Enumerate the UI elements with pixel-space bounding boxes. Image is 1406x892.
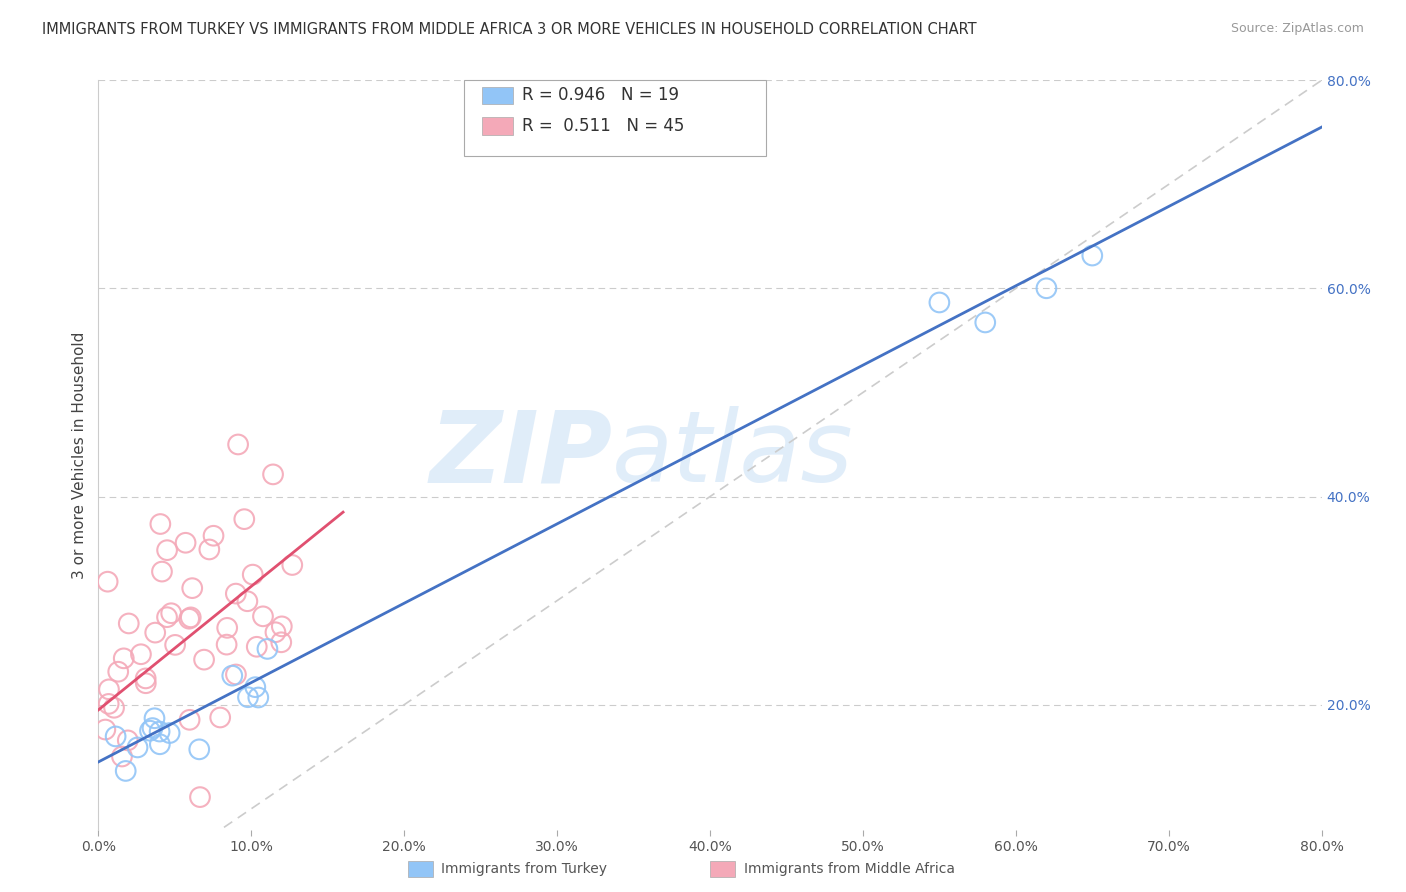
Point [139, 723, 162, 738]
Text: atlas: atlas [612, 407, 853, 503]
Point [928, 295, 950, 310]
Point [264, 625, 287, 640]
Text: Immigrants from Turkey: Immigrants from Turkey [441, 862, 607, 876]
Point [150, 565, 173, 579]
Point [141, 721, 163, 735]
Point [215, 638, 238, 652]
Point [143, 625, 166, 640]
Point [98, 682, 121, 697]
Point [270, 635, 292, 649]
Point [149, 737, 172, 751]
Point [135, 676, 157, 690]
Text: IMMIGRANTS FROM TURKEY VS IMMIGRANTS FROM MIDDLE AFRICA 3 OR MORE VEHICLES IN HO: IMMIGRANTS FROM TURKEY VS IMMIGRANTS FRO… [42, 22, 977, 37]
Point [179, 612, 201, 626]
Point [118, 616, 141, 631]
Point [193, 653, 215, 667]
Point [270, 619, 292, 633]
Point [209, 710, 232, 724]
Point [97, 574, 120, 589]
Point [174, 535, 197, 549]
Point [135, 672, 157, 686]
Text: Immigrants from Middle Africa: Immigrants from Middle Africa [744, 862, 955, 876]
Point [165, 638, 187, 652]
Point [180, 610, 202, 624]
Point [94, 723, 117, 737]
Point [181, 581, 204, 595]
Point [111, 749, 134, 764]
Point [202, 529, 225, 543]
Point [245, 680, 267, 694]
Point [143, 711, 166, 725]
Point [246, 640, 269, 654]
Point [129, 647, 152, 661]
Text: R = 0.946   N = 19: R = 0.946 N = 19 [522, 87, 679, 104]
Point [1081, 248, 1104, 262]
Point [127, 740, 149, 755]
Point [974, 315, 997, 329]
Point [247, 690, 270, 705]
Point [256, 641, 278, 656]
Point [262, 467, 284, 482]
Point [188, 790, 211, 805]
Point [252, 609, 274, 624]
Point [225, 667, 247, 681]
Point [217, 621, 239, 635]
Point [179, 713, 201, 727]
Text: ZIP: ZIP [429, 407, 612, 503]
Point [236, 690, 259, 705]
Point [103, 700, 125, 714]
Point [97, 697, 120, 711]
Point [221, 668, 243, 682]
Point [198, 542, 221, 557]
Point [112, 651, 135, 665]
Point [104, 730, 127, 744]
Point [242, 567, 264, 582]
Point [226, 437, 249, 451]
Point [281, 558, 304, 572]
Point [114, 764, 136, 778]
Point [156, 543, 179, 558]
Y-axis label: 3 or more Vehicles in Household: 3 or more Vehicles in Household [72, 331, 87, 579]
Point [117, 733, 139, 747]
Point [156, 610, 179, 624]
Point [188, 742, 211, 756]
Text: Source: ZipAtlas.com: Source: ZipAtlas.com [1230, 22, 1364, 36]
Point [149, 724, 172, 739]
Point [159, 726, 181, 740]
Point [149, 516, 172, 531]
Point [236, 594, 259, 608]
Point [107, 665, 129, 679]
Text: R =  0.511   N = 45: R = 0.511 N = 45 [522, 117, 683, 135]
Point [233, 512, 256, 526]
Point [1035, 281, 1057, 295]
Point [225, 586, 247, 600]
Point [160, 606, 183, 620]
